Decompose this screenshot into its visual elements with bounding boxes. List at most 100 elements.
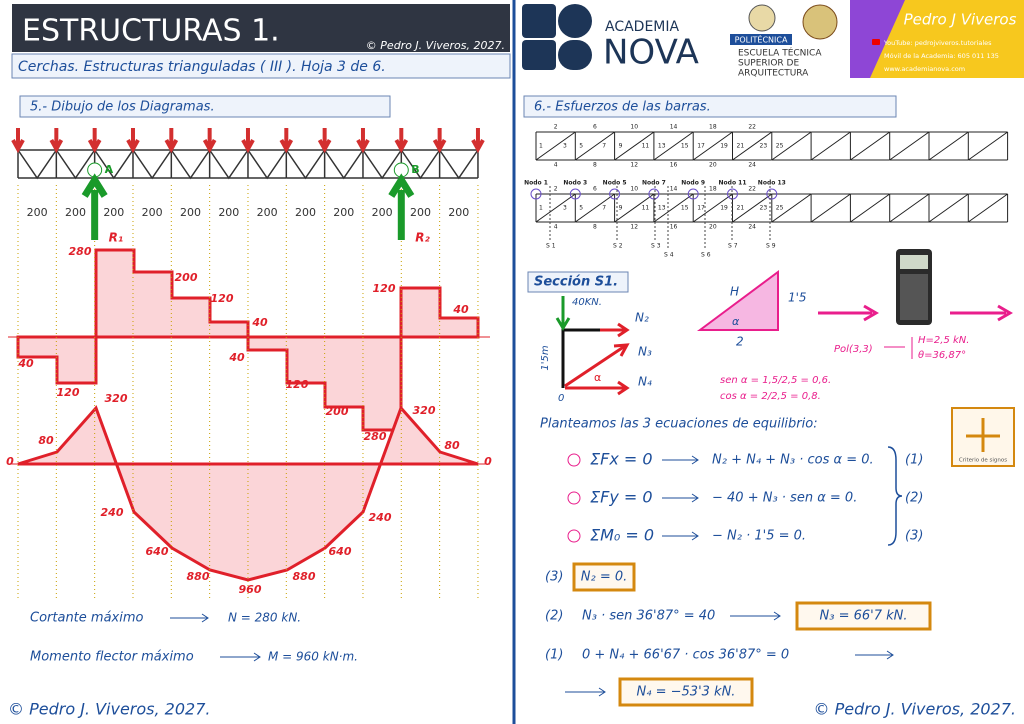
span-label: 200	[295, 206, 316, 219]
truss-panel	[55, 149, 96, 180]
load-label: 40KN.	[572, 297, 602, 308]
moment-label: 80	[38, 434, 54, 447]
logo-mark	[522, 4, 592, 70]
section-label: S 6	[701, 252, 711, 259]
calc-input: Pol(3,3)	[834, 344, 873, 355]
moment-label: 240	[369, 511, 392, 524]
height-label: 1'5m	[540, 345, 551, 370]
bar-number: 14	[670, 186, 678, 193]
moment-label: 640	[329, 545, 352, 558]
sol-number: (3)	[545, 570, 563, 585]
shear-label: 40	[228, 351, 245, 364]
truss-panel	[132, 149, 172, 180]
node-label: Nodo 5	[603, 180, 627, 187]
bar-number: 8	[593, 224, 597, 231]
calc-arrow	[884, 337, 913, 359]
truss-panel	[362, 149, 402, 180]
bar-number: 6	[593, 186, 597, 193]
shear-label: 200	[175, 271, 198, 284]
sign-icon	[951, 407, 1015, 467]
summary-label: Cortante máximo	[30, 611, 144, 626]
web: www.academianova.com	[884, 65, 965, 73]
truss-panel	[400, 149, 441, 180]
load-arrow	[317, 128, 332, 154]
node-label: Nodo 1	[524, 180, 548, 187]
truss-panel	[535, 193, 576, 223]
bar-number: 13	[658, 143, 666, 150]
span-label: 200	[410, 206, 431, 219]
truss-panel	[170, 149, 211, 180]
shear-label: 280	[364, 430, 387, 443]
reaction-arrow	[388, 173, 415, 240]
truss-panel	[439, 149, 479, 180]
bar-number: 2	[554, 186, 558, 193]
trig: sen α = 1,5/2,5 = 0,6.	[720, 375, 831, 386]
node-circle	[766, 188, 778, 200]
bar-number: 23	[760, 205, 768, 212]
escuela-1: ESCUELA TÉCNICA	[738, 47, 822, 59]
node-circle	[609, 188, 621, 200]
bar-number: 7	[602, 205, 606, 212]
truss-panel	[209, 149, 249, 180]
bar-number: 21	[737, 143, 745, 150]
eq-sign	[567, 491, 581, 505]
academia: ACADEMIA	[605, 19, 680, 35]
moment-label: 880	[293, 570, 316, 583]
section-label: S 1	[546, 243, 556, 250]
load-arrow	[241, 128, 255, 154]
section-title: Sección S1.	[534, 275, 618, 290]
nova: NOVA	[603, 33, 699, 73]
truss-panel	[575, 193, 615, 223]
bar-number: 24	[748, 224, 756, 231]
moment-label: 320	[413, 404, 436, 417]
summary-arrow	[170, 613, 209, 623]
truss-panel	[614, 193, 655, 223]
load-arrow	[126, 128, 140, 154]
eq-expr: N₂ + N₄ + N₃ · cos α = 0.	[712, 453, 874, 468]
bar-number: 7	[602, 143, 606, 150]
truss-panel	[928, 131, 969, 161]
eq-number: (1)	[905, 453, 923, 468]
truss-panel	[692, 131, 733, 161]
bar-number: 14	[670, 124, 678, 131]
subtitle: Cerchas. Estructuras trianguladas ( III …	[18, 59, 386, 75]
node-circle	[530, 188, 542, 200]
result: N₃ = 66'7 kN.	[820, 609, 908, 624]
load-arrow	[164, 128, 179, 154]
moment-label: 0	[6, 455, 14, 468]
bar-number: 4	[554, 162, 558, 169]
bar-number: 3	[563, 143, 567, 150]
truss-panel	[850, 193, 890, 223]
tri-label: 1'5	[788, 291, 807, 305]
bar-number: 5	[579, 205, 583, 212]
section-label: S 9	[766, 243, 776, 250]
escuela-3: ARQUITECTURA	[738, 69, 809, 79]
span-label: 200	[65, 206, 86, 219]
heading-box	[523, 95, 897, 118]
span-label: 200	[448, 206, 469, 219]
node-circle	[687, 188, 699, 200]
section-box	[527, 271, 629, 293]
result-box	[795, 601, 932, 631]
bar-number: 22	[748, 186, 756, 193]
truss-panel	[889, 193, 930, 223]
footer: © Pedro J. Viveros, 2027.	[8, 700, 210, 719]
tri-label: α	[732, 315, 740, 328]
bar-number: 6	[593, 124, 597, 131]
moment-label: 240	[101, 506, 124, 519]
eq-arrow	[662, 493, 699, 503]
shear-label: 120	[286, 378, 309, 391]
bar-number: 16	[670, 224, 678, 231]
truss-panel	[771, 193, 812, 223]
truss-panel	[732, 193, 773, 223]
eq-sum: ΣM₀ = 0	[590, 526, 654, 545]
sol-arrow	[730, 611, 781, 621]
node-label: Nodo 3	[563, 180, 587, 187]
bar-number: 11	[642, 205, 650, 212]
shear-label: 40	[452, 303, 469, 316]
phone: Móvil de la Academia: 605 011 135	[884, 52, 999, 60]
bar-number: 25	[776, 143, 784, 150]
truss-panel	[928, 193, 969, 223]
footer: © Pedro J. Viveros, 2027.	[814, 700, 1016, 719]
